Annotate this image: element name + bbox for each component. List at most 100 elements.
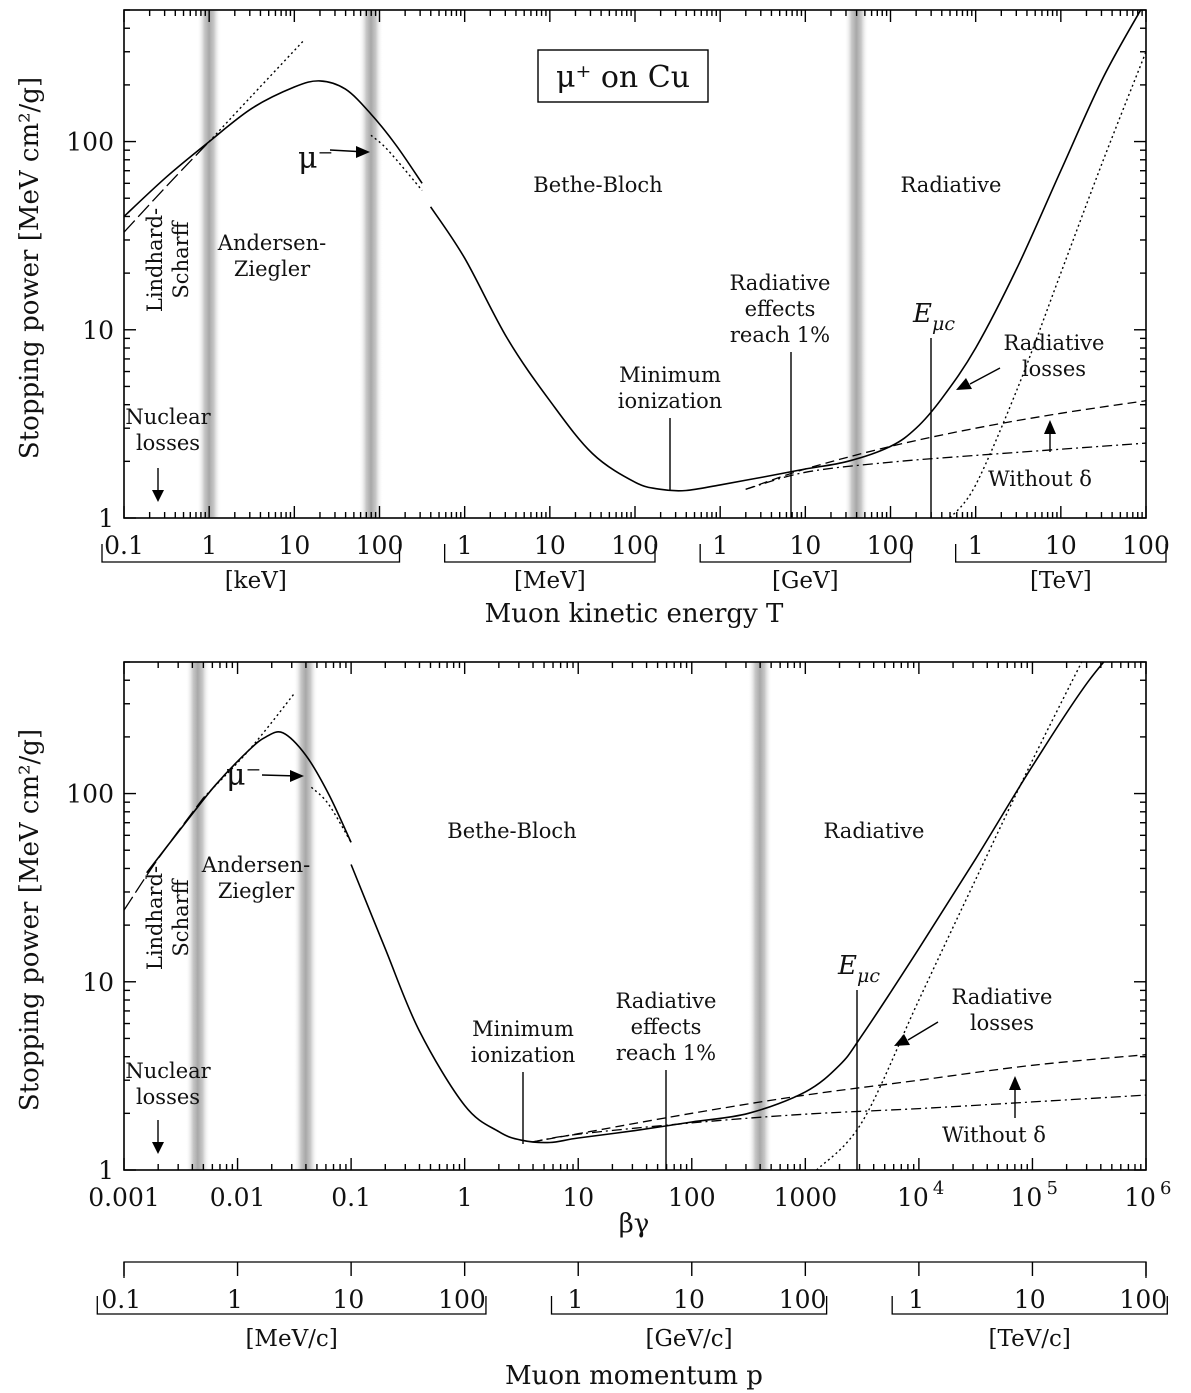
momentum-tick-label: 100 (438, 1285, 486, 1314)
bottom-annot-radiative-losses-1: Radiative (952, 985, 1053, 1009)
top-annot-lindhard: Lindhard- (143, 208, 167, 312)
x-tick-label: 1 (968, 531, 984, 560)
bg-tick-label: 0.001 (88, 1183, 160, 1212)
bottom-annot-ionization: ionization (471, 1043, 576, 1067)
top-annot-andersen: Andersen- (217, 231, 326, 255)
top-x-axis-label: Muon kinetic energy T (485, 599, 784, 629)
y-tick-label: 1 (98, 1156, 114, 1185)
momentum-tick-label: 100 (779, 1285, 827, 1314)
bg-tick-label: 10 (897, 1183, 929, 1212)
bottom-radloss-arrow (907, 1021, 939, 1041)
bottom-annot-radiative-losses-2: losses (970, 1011, 1034, 1035)
top-chart-title: μ⁺ on Cu (556, 60, 690, 95)
bottom-series-solid-1 (350, 662, 1105, 1144)
bottom-plot-frame (123, 661, 1147, 1171)
top-annot-minimum: Minimum (619, 363, 721, 387)
bottom-series-dotted-4 (816, 662, 1083, 1170)
x-tick-label: 100 (356, 531, 404, 560)
bottom-annot-radiative: Radiative (824, 819, 925, 843)
bg-tick-exponent: 5 (1046, 1178, 1057, 1199)
bottom-radloss-arrowhead (894, 1034, 910, 1046)
bottom-shaded-bands (185, 662, 772, 1170)
bg-tick-label: 0.1 (331, 1183, 371, 1212)
y-tick-label: 10 (82, 968, 114, 997)
top-title-box (537, 49, 709, 103)
bottom-series-dash-dot-3 (532, 1094, 1146, 1143)
top-series-dotted-4 (949, 51, 1146, 518)
momentum-unit-label: [MeV/c] (245, 1326, 337, 1352)
top-annot-emuc-e: E (912, 299, 932, 329)
bg-tick-label: 100 (668, 1183, 716, 1212)
top-radloss-arrowhead (956, 378, 972, 390)
top-annot-radiative-losses-1: Radiative (1004, 331, 1105, 355)
shaded-band (185, 662, 210, 1170)
bg-tick-label: 0.01 (210, 1183, 266, 1212)
top-mu-arrowhead (356, 146, 370, 158)
momentum-tick-label: 10 (332, 1285, 364, 1314)
top-annot-losses: losses (136, 431, 200, 455)
bottom-annot-radiative-effects-1: Radiative (616, 989, 717, 1013)
energy-unit-label: [GeV] (772, 568, 839, 594)
x-tick-label: 10 (278, 531, 310, 560)
bottom-annot-ziegler: Ziegler (218, 879, 295, 903)
top-shaded-bands (197, 10, 869, 518)
bottom-annot-nuclear: Nuclear (125, 1059, 211, 1083)
shaded-band (747, 662, 772, 1170)
bottom-betagamma-axis: 0.001 0.01 0.1 1 10 100 1000 10 4 10 5 10 6 (88, 662, 1171, 1212)
top-annot-radiative-losses-2: losses (1022, 357, 1086, 381)
momentum-group-bracket (550, 1296, 828, 1315)
bottom-y-axis-label: Stopping power [MeV cm²/g] (15, 729, 45, 1111)
bottom-nuclear-arrowhead (152, 1142, 164, 1154)
bottom-annot-bethe-bloch: Bethe-Bloch (447, 819, 576, 843)
bg-tick-label: 1000 (774, 1183, 838, 1212)
momentum-tick-label: 10 (673, 1285, 705, 1314)
bg-tick-label: 10 (1124, 1183, 1156, 1212)
top-annot-ionization: ionization (618, 389, 723, 413)
x-tick-label: 10 (534, 531, 566, 560)
top-y-axis-label: Stopping power [MeV cm²/g] (15, 77, 45, 459)
x-tick-label: 10 (1045, 531, 1077, 560)
bg-tick-label: 10 (562, 1183, 594, 1212)
energy-unit-label: [MeV] (514, 568, 586, 594)
y-tick-label: 100 (66, 780, 114, 809)
top-annot-radiative-effects-3: reach 1% (730, 323, 830, 347)
bottom-series-dotted-5 (202, 693, 295, 799)
bottom-annot-losses: losses (136, 1085, 200, 1109)
top-annot-nuclear: Nuclear (125, 405, 211, 429)
shaded-band (293, 662, 318, 1170)
energy-group-bracket (955, 544, 1167, 563)
top-chart-panel: 1 10 100 Stopping power [MeV cm²/g] μ⁺ on … (15, 9, 1170, 629)
momentum-group-bracket (891, 1296, 1168, 1315)
bottom-mu-arrowhead (290, 770, 304, 782)
energy-group-bracket (699, 544, 912, 563)
momentum-tick-label: 100 (1119, 1285, 1167, 1314)
shaded-band (358, 10, 383, 518)
momentum-tick-label: 1 (568, 1285, 584, 1314)
shaded-band (844, 10, 869, 518)
top-annot-ziegler: Ziegler (234, 257, 311, 281)
bottom-annot-lindhard: Lindhard- (143, 866, 167, 970)
bottom-annot-scharff: Scharff (169, 877, 193, 956)
bg-tick-label: 1 (457, 1183, 473, 1212)
momentum-tick-label: 0.1 (101, 1285, 141, 1314)
top-radloss-arrow (969, 367, 1001, 385)
bottom-without-delta-arrowhead (1009, 1076, 1021, 1090)
energy-unit-label: [keV] (225, 568, 287, 594)
top-series-group (124, 10, 1146, 518)
bottom-momentum-axis: 0.1 1 10 100[MeV/c]1 10 100[GeV/c]1 10 100[TeV/… (96, 1261, 1168, 1352)
x-tick-label: 1 (201, 531, 217, 560)
top-without-delta-arrowhead (1044, 420, 1056, 434)
bottom-annot-mu-minus: μ⁻ (226, 758, 261, 793)
top-annot-scharff: Scharff (169, 219, 193, 298)
top-energy-axis: 0.1 1 10 100[keV]1 10 100[MeV]1 10 100[GeV]1 10 1… (101, 10, 1170, 594)
x-tick-label: 10 (789, 531, 821, 560)
momentum-tick-label: 1 (908, 1285, 924, 1314)
bottom-series-long-dashed-7 (124, 797, 205, 911)
top-series-solid-0 (124, 80, 423, 218)
momentum-tick-label: 1 (227, 1285, 243, 1314)
bg-tick-exponent: 4 (933, 1178, 944, 1199)
momentum-unit-label: [TeV/c] (989, 1326, 1071, 1352)
x-tick-label: 1 (712, 531, 728, 560)
y-tick-label: 100 (66, 128, 114, 157)
